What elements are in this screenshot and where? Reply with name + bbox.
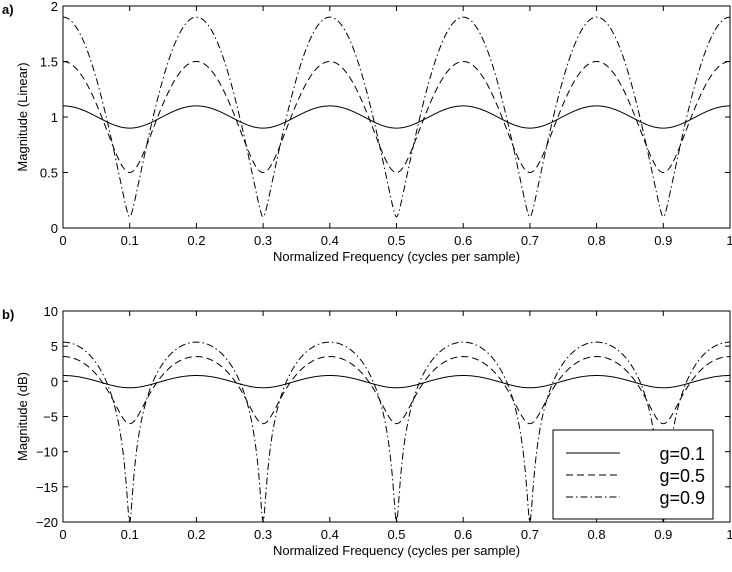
legend-label: g=0.5 [659,466,705,486]
x-tick-label: 0.3 [254,527,272,542]
y-axis-label: Magnitude (Linear) [15,62,30,171]
y-tick-label: 0.5 [40,166,58,181]
panel-a: 0 0.1 0.2 0.3 0.4 0.5 0.6 0.7 0.8 0.9 1 0 0.5 1 1.5 2 No… [2,0,732,264]
y-tick-label: −20 [36,515,58,530]
x-tick-label: 0.9 [654,233,672,248]
x-tick-label: 1 [726,527,732,542]
x-tick-label: 0.9 [654,527,672,542]
legend: g=0.1g=0.5g=0.9 [552,429,714,520]
y-tick-label: 1.5 [40,55,58,70]
x-tick-label: 0.3 [254,233,272,248]
series-line-g-0.1 [63,105,730,129]
x-tick-label: 0.7 [521,527,539,542]
series-line-g-0.5 [63,60,730,174]
y-tick-label: 0 [51,221,58,236]
panel-label: b) [2,307,14,322]
x-tick-label: 0.7 [521,233,539,248]
x-tick-label: 1 [726,233,732,248]
panel-label: a) [2,2,14,17]
x-tick-label: 0 [59,527,66,542]
y-tick-label: −5 [43,410,58,425]
series-line-g-0.9 [63,16,730,218]
y-tick-label: −10 [36,445,58,460]
x-tick-label: 0.1 [121,233,139,248]
y-tick-label: 0 [51,374,58,389]
x-tick-label: 0.5 [387,233,405,248]
x-tick-label: 0.8 [588,527,606,542]
y-tick-label: 1 [51,110,58,125]
x-tick-label: 0.2 [187,233,205,248]
x-tick-label: 0.6 [454,233,472,248]
y-tick-label: 10 [44,304,58,319]
series-line-g-0.5 [63,356,730,425]
x-tick-label: 0.5 [387,527,405,542]
x-axis-label: Normalized Frequency (cycles per sample) [273,249,520,264]
x-tick-label: 0.2 [187,527,205,542]
y-tick-label: −15 [36,480,58,495]
y-axis-label: Magnitude (dB) [15,372,30,461]
y-tick-label: 5 [51,339,58,354]
panel-b: 0 0.1 0.2 0.3 0.4 0.5 0.6 0.7 0.8 0.9 1 −20 −15 −10 −5… [2,304,732,558]
legend-label: g=0.9 [659,488,705,508]
series-line-g-0.9 [63,341,730,522]
x-tick-label: 0 [59,233,66,248]
x-tick-label: 0.4 [321,527,339,542]
series-line-g-0.1 [63,375,730,389]
x-tick-label: 0.8 [588,233,606,248]
x-tick-label: 0.1 [121,527,139,542]
x-axis-label: Normalized Frequency (cycles per sample) [273,543,520,558]
y-tick-label: 2 [51,0,58,14]
plot-frame [62,5,731,229]
x-tick-label: 0.4 [321,233,339,248]
legend-label: g=0.1 [659,444,705,464]
x-tick-label: 0.6 [454,527,472,542]
